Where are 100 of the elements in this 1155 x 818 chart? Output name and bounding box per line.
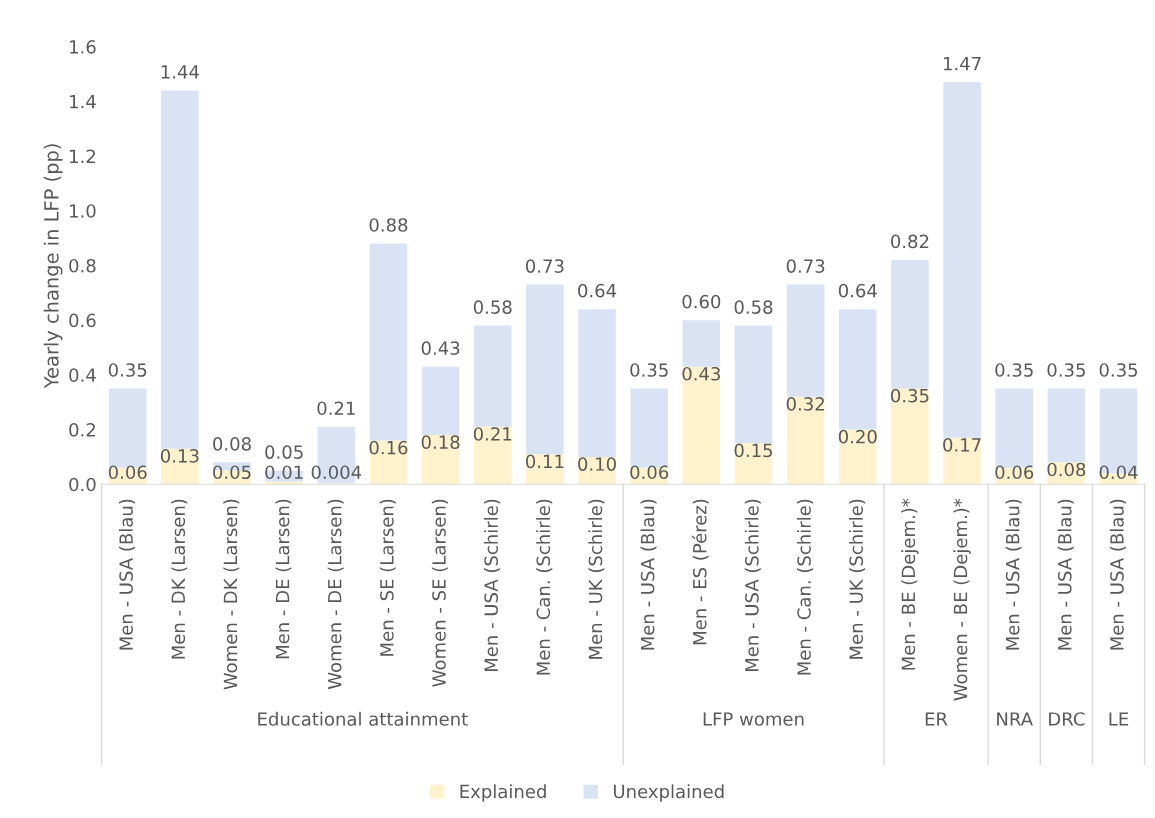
total-label: 0.82	[891, 234, 929, 249]
x-tick-label: Men - Can. (Schirle)	[536, 499, 553, 675]
x-tick-label: Men - USA (Blau)	[1005, 499, 1022, 650]
data-label: 0.11	[525, 454, 564, 469]
text: DRC	[1049, 712, 1085, 726]
total-label: 0.35	[1099, 363, 1138, 377]
x-tick-label: Men - Can. (Schirle)	[796, 499, 813, 675]
data-label: 0.20	[838, 429, 877, 444]
bar	[682, 320, 721, 367]
bar	[891, 388, 929, 485]
bar	[473, 325, 512, 427]
total-label: 0.35	[108, 363, 147, 377]
y-tick-label: 1.0	[70, 204, 96, 218]
bar	[369, 440, 408, 485]
x-tick-label: Women - DE (Larsen)	[327, 499, 344, 690]
y-tick-label: 0.0	[69, 477, 96, 492]
y-axis-title: Yearly change in LFP (pp)	[43, 144, 63, 389]
bar	[734, 443, 773, 485]
bar	[682, 366, 721, 485]
bar	[839, 309, 877, 430]
total-label: 0.73	[786, 259, 825, 273]
x-tick-label: Women - BE (Dejem.)*	[953, 498, 971, 701]
total-label: 0.35	[1047, 363, 1085, 377]
x-tick-label: Men - USA (Blau)	[118, 499, 136, 650]
x-tick-label: Men - SE (Larsen)	[379, 499, 396, 656]
data-label: 0.10	[578, 457, 616, 471]
total-label: 0.73	[525, 259, 564, 273]
y-tick-label: 0.6	[69, 313, 96, 328]
y-tick-label: 1.4	[70, 95, 96, 109]
x-tick-label: Men - USA (Schirle)	[484, 499, 501, 672]
bar	[891, 259, 929, 389]
bar	[786, 396, 825, 485]
data-label: 0.18	[421, 435, 460, 449]
text: LE	[1109, 712, 1129, 726]
data-label: 0.05	[213, 465, 251, 480]
data-label: 0.16	[369, 440, 408, 455]
x-tick-label: Women - SE (Larsen)	[431, 499, 448, 687]
bar	[473, 426, 512, 485]
text: LFP women	[703, 712, 804, 726]
total-label: 0.60	[682, 294, 721, 309]
x-tick-label: Men - UK (Schirle)	[849, 499, 866, 659]
data-label: 0.004	[311, 465, 362, 480]
total-label: 0.58	[473, 300, 512, 314]
x-tick-label: Men - USA (Blau)	[1057, 499, 1074, 650]
total-label: 0.88	[369, 218, 408, 232]
total-label: 0.35	[630, 363, 668, 377]
total-label: 0.21	[317, 401, 355, 416]
bar	[943, 437, 981, 485]
x-tick-label: Women - DK (Larsen)	[223, 499, 240, 690]
total-label: 0.43	[421, 341, 460, 355]
bar	[161, 90, 199, 449]
data-label: 0.06	[995, 465, 1034, 480]
legend-label: Unexplained	[613, 784, 724, 802]
data-label: 0.01	[265, 465, 303, 480]
text: Educational attainment	[258, 711, 468, 726]
text: ER	[925, 712, 948, 726]
data-label: 0.06	[108, 465, 147, 480]
x-tick-label: Men - BE (Dejem.)*	[901, 498, 919, 670]
y-tick-label: 0.4	[69, 368, 96, 382]
y-tick-label: 1.6	[70, 40, 96, 54]
x-tick-label: Men - UK (Schirle)	[588, 499, 605, 659]
data-label: 0.43	[682, 366, 720, 381]
x-tick-label: Men - USA (Blau)	[1109, 499, 1126, 650]
bar	[839, 429, 877, 485]
bar	[943, 82, 981, 438]
bar	[1047, 388, 1086, 463]
data-label: 0.06	[630, 465, 669, 480]
total-label: 0.35	[995, 363, 1033, 377]
x-tick-label: Men - DE (Larsen)	[275, 499, 292, 659]
total-label: 1.47	[943, 57, 981, 71]
x-tick-label: Men - ES (Pérez)	[691, 499, 709, 645]
y-tick-label: 0.2	[69, 423, 95, 437]
x-tick-label: Men - DK (Larsen)	[171, 499, 188, 659]
data-label: 0.21	[473, 427, 512, 441]
total-label: 0.64	[578, 283, 617, 298]
text: NRA	[997, 712, 1033, 726]
data-label: 0.08	[1047, 462, 1086, 477]
data-label: 0.17	[943, 438, 981, 452]
x-tick-label: Men - USA (Schirle)	[744, 499, 761, 672]
bar	[734, 325, 773, 444]
bar	[786, 284, 825, 397]
bar	[578, 309, 616, 457]
total-label: 0.58	[734, 300, 773, 314]
data-label: 0.32	[786, 397, 824, 411]
total-label: 0.08	[213, 437, 251, 451]
x-tick-label: Men - USA (Blau)	[640, 499, 657, 650]
total-label: 0.05	[265, 445, 303, 459]
total-label: 1.44	[161, 65, 199, 79]
legend-label: Explained	[460, 784, 546, 802]
bar	[369, 243, 408, 441]
data-label: 0.15	[734, 443, 773, 458]
bar	[421, 366, 460, 436]
data-label: 0.35	[891, 388, 929, 403]
y-tick-label: 1.2	[70, 149, 95, 163]
y-tick-label: 0.8	[69, 258, 96, 273]
bar	[526, 284, 564, 455]
data-label: 0.13	[160, 449, 199, 463]
bar	[421, 435, 460, 485]
total-label: 0.64	[838, 283, 877, 298]
data-label: 0.04	[1099, 465, 1138, 480]
